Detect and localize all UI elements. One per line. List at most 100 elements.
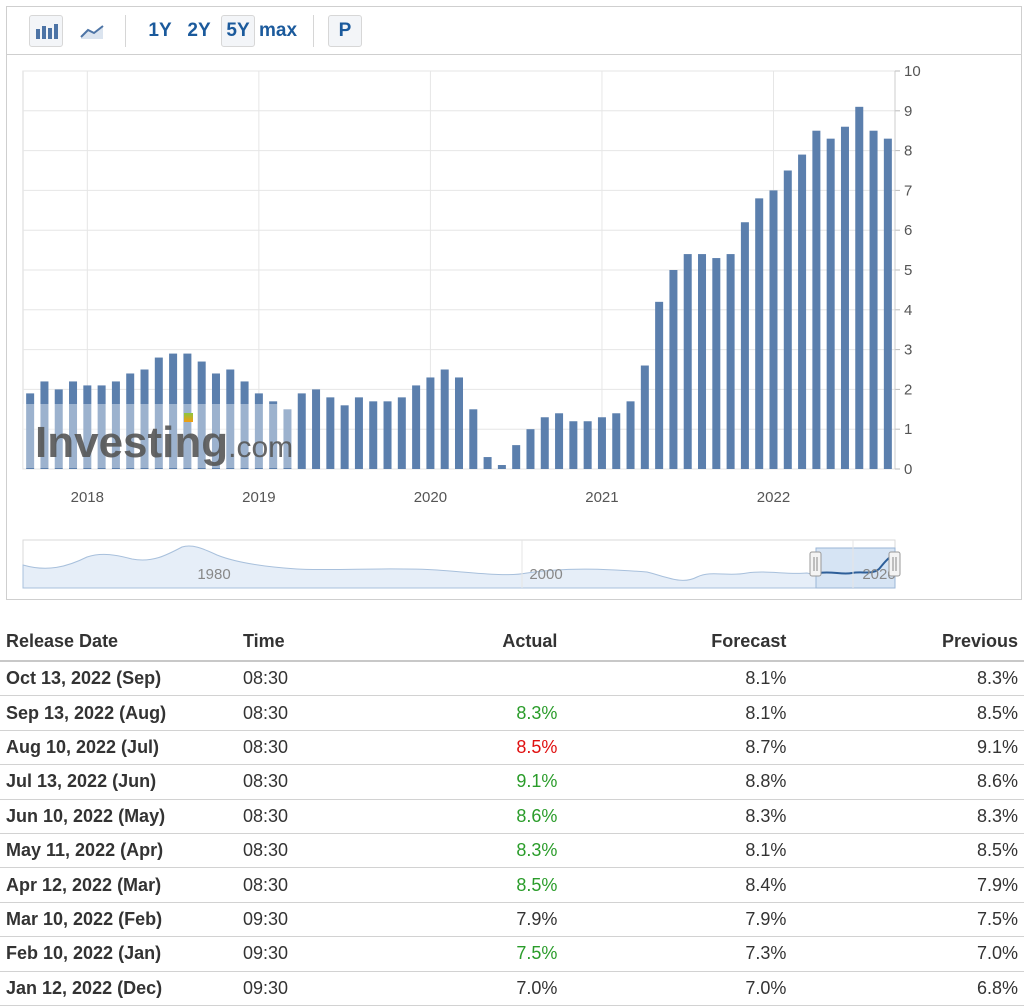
bar[interactable] bbox=[369, 401, 378, 469]
bar[interactable] bbox=[226, 369, 235, 470]
period-5y-button[interactable]: 5Y bbox=[221, 15, 255, 47]
time-cell: 09:30 bbox=[237, 936, 388, 972]
bar[interactable] bbox=[540, 417, 549, 469]
header-release-date[interactable]: Release Date bbox=[0, 622, 237, 662]
actual-cell: 8.3% bbox=[387, 695, 564, 731]
bar[interactable] bbox=[869, 130, 878, 469]
bar[interactable] bbox=[83, 385, 92, 469]
bar[interactable] bbox=[69, 381, 78, 469]
previous-cell: 6.8% bbox=[792, 971, 1024, 1006]
bar-chart-icon[interactable] bbox=[29, 15, 63, 47]
bar[interactable] bbox=[555, 413, 564, 469]
bar[interactable] bbox=[755, 198, 764, 470]
bar[interactable] bbox=[354, 397, 363, 469]
time-cell: 08:30 bbox=[237, 661, 388, 697]
bar[interactable] bbox=[740, 222, 749, 469]
bar[interactable] bbox=[197, 361, 206, 469]
bar[interactable] bbox=[140, 369, 149, 470]
header-forecast[interactable]: Forecast bbox=[563, 622, 793, 662]
time-cell: 08:30 bbox=[237, 833, 388, 869]
bar[interactable] bbox=[669, 270, 678, 469]
release-date-cell: Aug 10, 2022 (Jul) bbox=[0, 730, 237, 766]
navigator-label: 1980 bbox=[197, 566, 230, 583]
navigator-left-handle[interactable] bbox=[809, 551, 822, 577]
bar[interactable] bbox=[597, 417, 606, 469]
bar[interactable] bbox=[497, 465, 506, 469]
bar[interactable] bbox=[126, 373, 135, 469]
bar[interactable] bbox=[312, 389, 321, 469]
actual-cell bbox=[387, 661, 564, 697]
bar[interactable] bbox=[855, 106, 864, 469]
bar[interactable] bbox=[183, 353, 192, 469]
time-cell: 08:30 bbox=[237, 799, 388, 834]
bar[interactable] bbox=[40, 381, 49, 469]
bar[interactable] bbox=[269, 401, 278, 469]
navigator-range-selection[interactable] bbox=[815, 547, 896, 589]
bar[interactable] bbox=[111, 381, 120, 469]
bar[interactable] bbox=[655, 301, 664, 469]
header-time[interactable]: Time bbox=[237, 622, 388, 662]
bar[interactable] bbox=[712, 258, 721, 469]
bar[interactable] bbox=[54, 389, 63, 469]
bar[interactable] bbox=[297, 393, 306, 469]
bar[interactable] bbox=[826, 138, 835, 469]
bar[interactable] bbox=[726, 254, 735, 469]
bar[interactable] bbox=[283, 409, 292, 469]
bar[interactable] bbox=[698, 254, 707, 469]
bar[interactable] bbox=[798, 154, 807, 469]
bar[interactable] bbox=[683, 254, 692, 469]
previous-cell: 8.5% bbox=[792, 833, 1024, 869]
period-1y-button[interactable]: 1Y bbox=[143, 15, 177, 47]
release-history-table: Release Date Time Actual Forecast Previo… bbox=[0, 622, 1024, 1006]
bar[interactable] bbox=[454, 377, 464, 469]
table-row: Mar 10, 2022 (Feb) 09:30 7.9% 7.9% 7.5% bbox=[0, 902, 1024, 938]
x-tick-label: 2020 bbox=[414, 489, 447, 506]
navigator-selected-series bbox=[818, 554, 894, 575]
line-chart-icon[interactable] bbox=[75, 15, 109, 47]
bar[interactable] bbox=[883, 138, 892, 469]
bar[interactable] bbox=[397, 397, 406, 469]
bar[interactable] bbox=[412, 385, 421, 469]
bar[interactable] bbox=[254, 393, 263, 469]
bar[interactable] bbox=[97, 385, 106, 469]
bar[interactable] bbox=[326, 397, 335, 469]
bar[interactable] bbox=[240, 381, 249, 469]
previous-cell: 7.9% bbox=[792, 867, 1024, 903]
period-2y-button[interactable]: 2Y bbox=[182, 15, 216, 47]
p-button[interactable]: P bbox=[328, 15, 362, 47]
navigator-right-handle[interactable] bbox=[888, 551, 901, 577]
x-tick-label: 2018 bbox=[71, 489, 104, 506]
watermark-dot-icon bbox=[184, 413, 193, 422]
bar[interactable] bbox=[783, 170, 792, 470]
previous-cell: 8.3% bbox=[792, 661, 1024, 697]
bar[interactable] bbox=[626, 401, 635, 469]
header-actual[interactable]: Actual bbox=[387, 622, 564, 662]
period-max-button[interactable]: max bbox=[258, 15, 298, 47]
forecast-cell: 7.3% bbox=[563, 936, 793, 972]
bar[interactable] bbox=[340, 405, 349, 469]
bar[interactable] bbox=[583, 421, 592, 469]
bar[interactable] bbox=[612, 413, 621, 469]
bar[interactable] bbox=[483, 457, 492, 469]
bar[interactable] bbox=[812, 130, 821, 469]
chart-toolbar: 1Y 2Y 5Y max P bbox=[7, 7, 1021, 55]
forecast-cell: 8.1% bbox=[563, 833, 793, 869]
bar[interactable] bbox=[426, 377, 435, 469]
bar[interactable] bbox=[469, 409, 478, 469]
bar[interactable] bbox=[26, 393, 35, 469]
release-date-cell: Feb 10, 2022 (Jan) bbox=[0, 936, 237, 972]
bar[interactable] bbox=[211, 373, 220, 469]
bar[interactable] bbox=[526, 429, 535, 469]
bar[interactable] bbox=[569, 421, 578, 469]
bar[interactable] bbox=[440, 369, 449, 470]
bar[interactable] bbox=[383, 401, 392, 469]
header-previous[interactable]: Previous bbox=[792, 622, 1024, 662]
bar[interactable] bbox=[640, 365, 649, 469]
bar[interactable] bbox=[154, 357, 163, 469]
bar[interactable] bbox=[169, 353, 178, 469]
bar[interactable] bbox=[769, 190, 778, 469]
table-row: May 11, 2022 (Apr) 08:30 8.3% 8.1% 8.5% bbox=[0, 833, 1024, 869]
bar[interactable] bbox=[512, 445, 521, 469]
navigator[interactable]: 1980 2000 2020 bbox=[22, 539, 901, 589]
bar[interactable] bbox=[840, 126, 849, 469]
